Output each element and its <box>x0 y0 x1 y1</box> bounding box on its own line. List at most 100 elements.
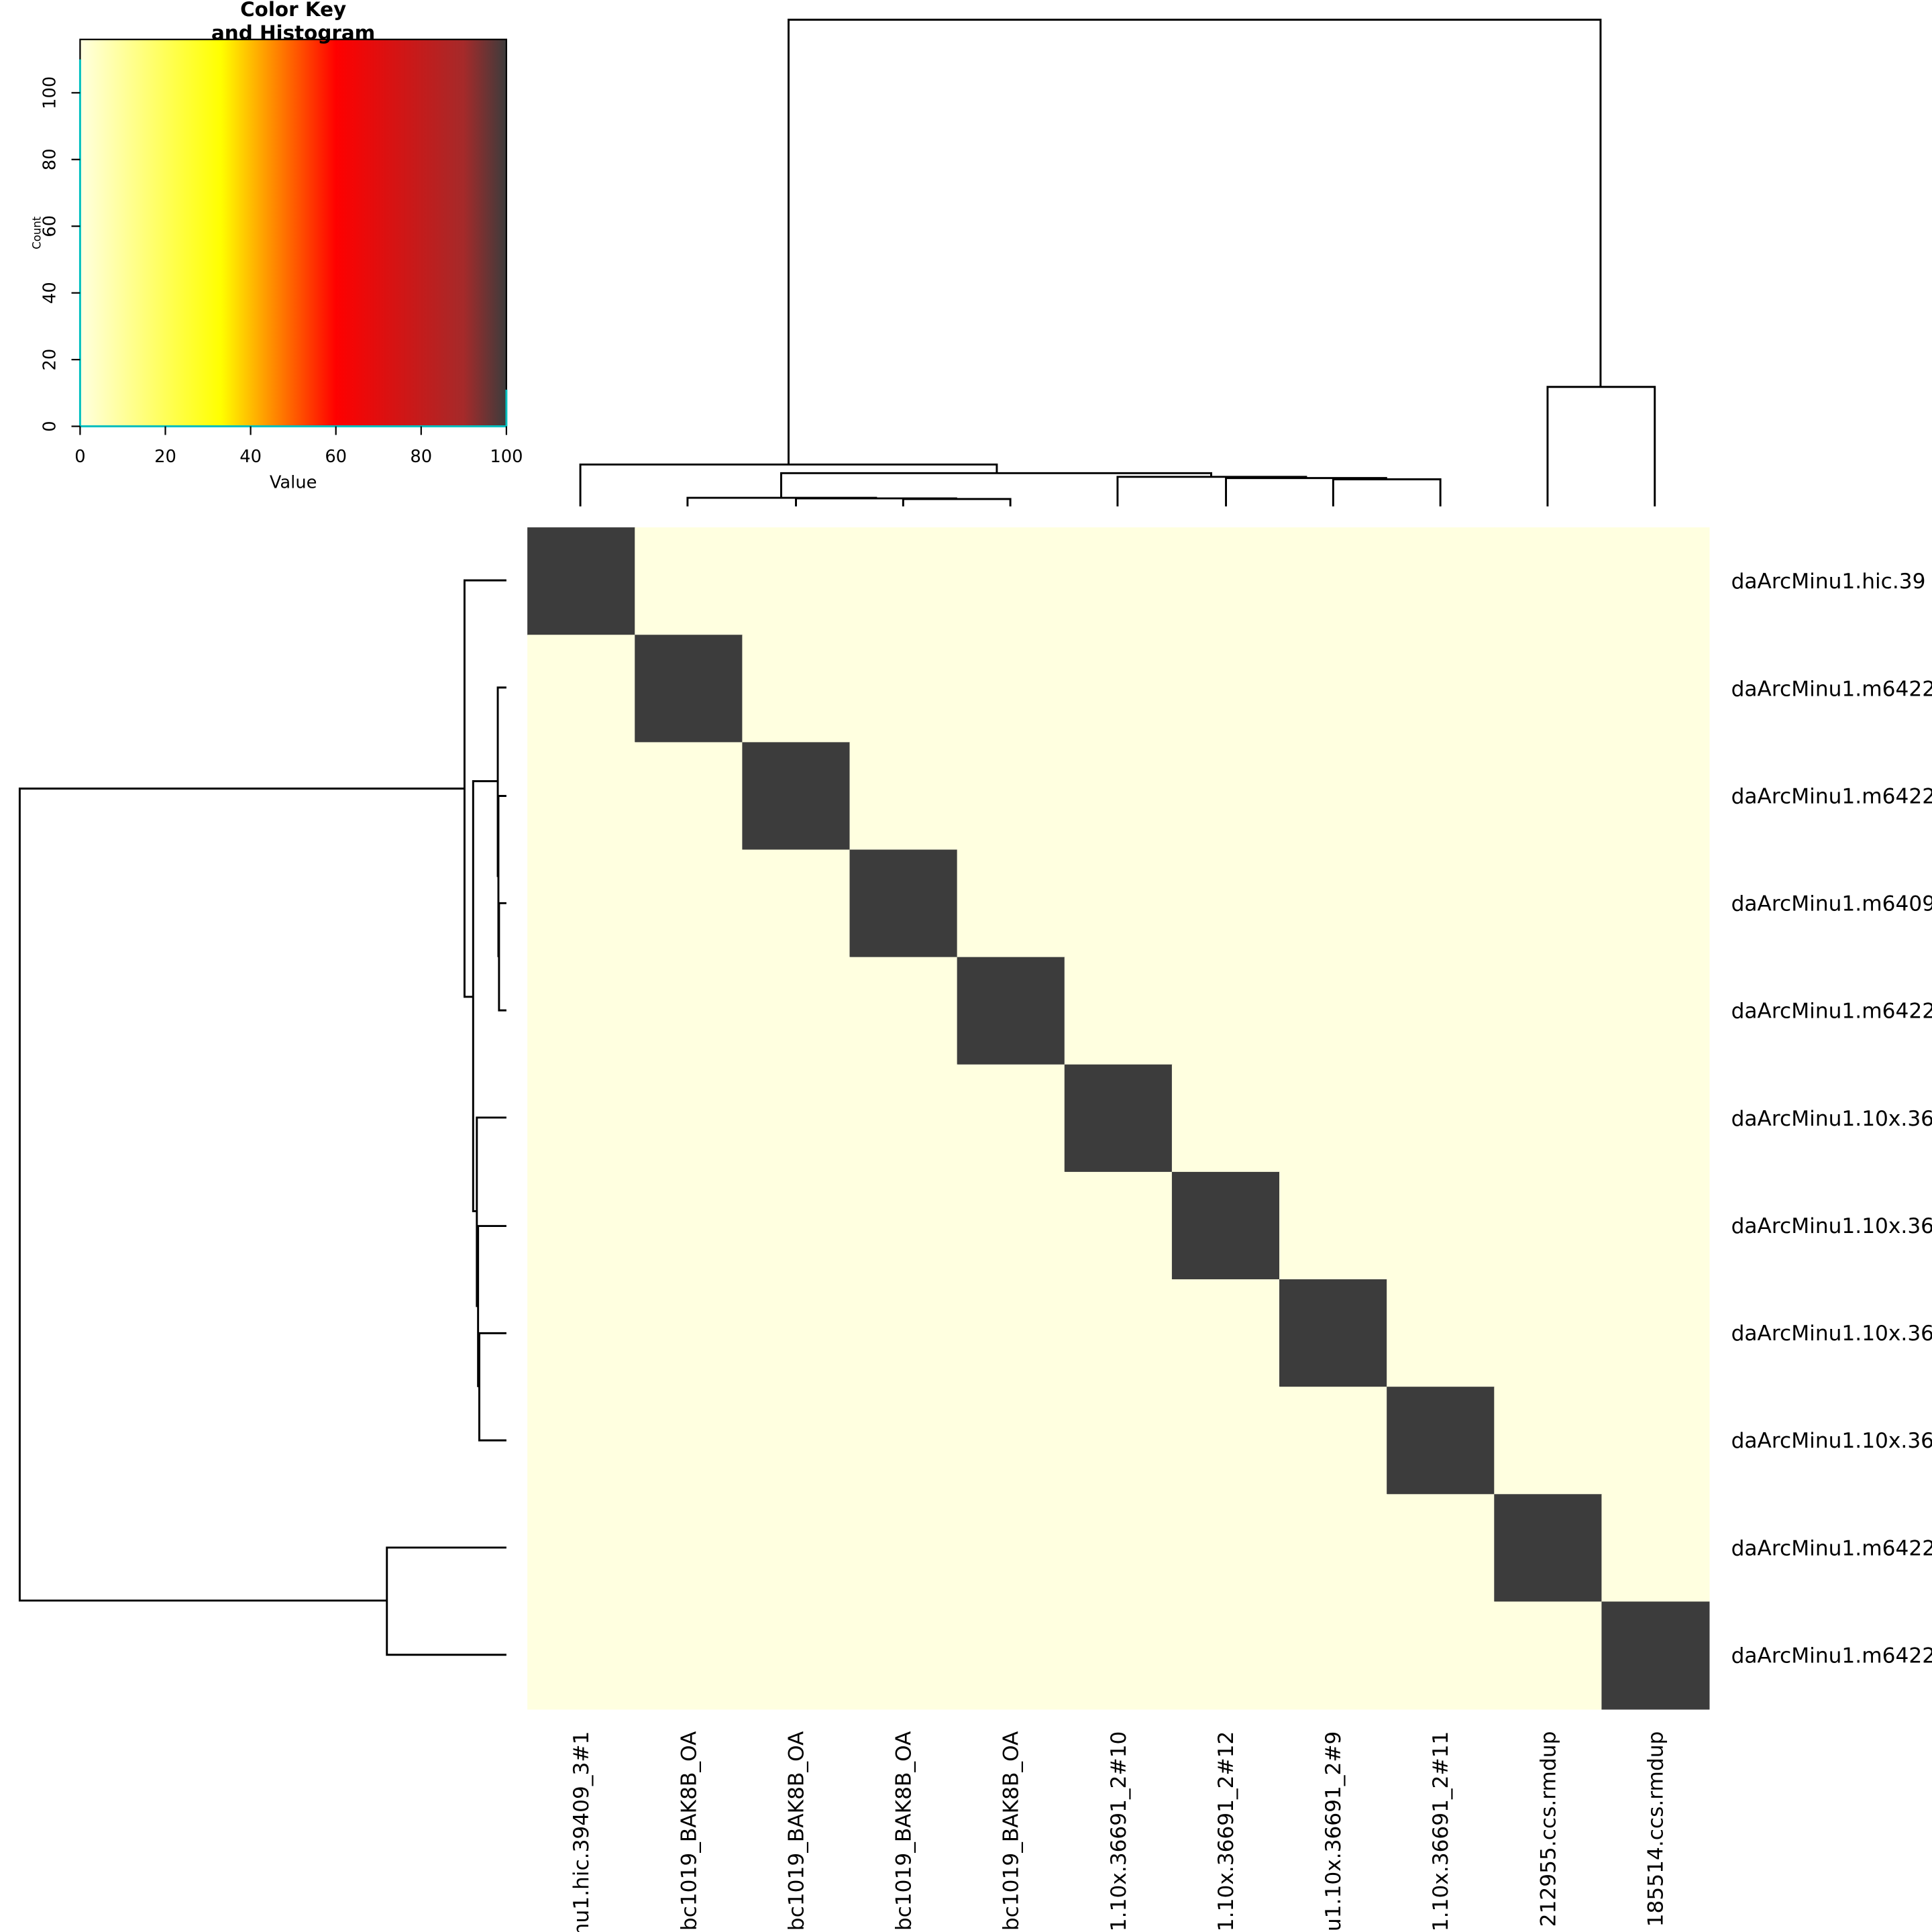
column-label: nu1.hic.39409_3#1 <box>570 1731 594 1932</box>
heatmap-cell <box>1387 1064 1495 1173</box>
heatmap-cell <box>849 635 958 743</box>
heatmap-cell <box>957 957 1065 1065</box>
heatmap-cell <box>742 527 851 636</box>
heatmap-cell <box>1601 635 1710 743</box>
heatmap-cell <box>957 1387 1065 1495</box>
heatmap-cell <box>849 1494 958 1603</box>
row-label: daArcMinu1.hic.39 <box>1731 570 1926 594</box>
y-tick-label: 60 <box>40 215 60 237</box>
column-label: 1.10x.36691_2#11 <box>1429 1731 1453 1932</box>
heatmap-cell <box>527 1064 636 1173</box>
y-axis-label: Count <box>31 216 44 250</box>
heatmap-cell <box>635 1064 743 1173</box>
heatmap-cell <box>527 1279 636 1388</box>
heatmap-cell <box>1601 849 1710 958</box>
heatmap-cell <box>1279 1064 1388 1173</box>
heatmap-cell <box>742 635 851 743</box>
heatmap-cell <box>957 1601 1065 1710</box>
heatmap-cell <box>635 1601 743 1710</box>
heatmap-cell <box>1601 1064 1710 1173</box>
x-tick-label: 40 <box>239 447 262 467</box>
key-title: and Histogram <box>211 21 375 44</box>
row-label: daArcMinu1.m6422 <box>1731 677 1932 701</box>
heatmap-cell <box>957 1064 1065 1173</box>
heatmap-cell <box>527 957 636 1065</box>
heatmap-cell <box>957 1494 1065 1603</box>
row-label: daArcMinu1.10x.36 <box>1731 1429 1932 1453</box>
column-label: bc1019_BAK8B_OA <box>677 1731 701 1931</box>
heatmap-cell <box>742 1601 851 1710</box>
heatmap-cell <box>1279 742 1388 851</box>
heatmap-cell <box>635 742 743 851</box>
heatmap-cell <box>1064 1171 1173 1280</box>
heatmap-cell <box>527 1387 636 1495</box>
heatmap-cell <box>1171 849 1280 958</box>
row-label: daArcMinu1.m6422 <box>1731 1644 1932 1668</box>
heatmap-cell <box>527 742 636 851</box>
heatmap-cell <box>1387 1494 1495 1603</box>
y-tick-label: 80 <box>40 148 60 170</box>
heatmap-cell <box>527 527 636 636</box>
heatmap-cell <box>849 1279 958 1388</box>
heatmap-cell <box>1171 1494 1280 1603</box>
heatmap-cell <box>1064 1064 1173 1173</box>
heatmap-cell <box>527 849 636 958</box>
heatmap-cell <box>1064 742 1173 851</box>
heatmap-cell <box>1601 1387 1710 1495</box>
column-label: u1.10x.36691_2#9 <box>1322 1731 1346 1931</box>
heatmap-cell <box>1387 1387 1495 1495</box>
heatmap-cell <box>1387 849 1495 958</box>
heatmap-cell <box>849 527 958 636</box>
column-label: bc1019_BAK8B_OA <box>1000 1731 1024 1931</box>
heatmap-cell <box>957 1279 1065 1388</box>
heatmap-cell <box>1494 1601 1603 1710</box>
heatmap-cell <box>1601 742 1710 851</box>
heatmap-cell <box>1387 635 1495 743</box>
heatmap-cell <box>1494 742 1603 851</box>
heatmap-cell <box>849 1171 958 1280</box>
heatmap-cell <box>742 1064 851 1173</box>
heatmap-cell <box>1171 742 1280 851</box>
key-title: Color Key <box>240 0 346 21</box>
column-label: 212955.ccs.rmdup <box>1536 1731 1560 1927</box>
x-tick-label: 80 <box>410 447 432 467</box>
heatmap-cell <box>1171 1601 1280 1710</box>
heatmap-cell <box>635 1171 743 1280</box>
row-label: daArcMinu1.m6422 <box>1731 1536 1932 1560</box>
heatmap-cell <box>1494 849 1603 958</box>
heatmap-cell <box>1601 1171 1710 1280</box>
heatmap-cell <box>527 635 636 743</box>
heatmap-cell <box>635 527 743 636</box>
heatmap-cell <box>527 1601 636 1710</box>
column-label: bc1019_BAK8B_OA <box>892 1731 916 1931</box>
color-key <box>79 38 507 427</box>
heatmap-cell <box>957 635 1065 743</box>
heatmap-cell <box>1279 635 1388 743</box>
heatmap-cell <box>1171 1387 1280 1495</box>
heatmap-cell <box>527 1494 636 1603</box>
heatmap-cell <box>635 1279 743 1388</box>
heatmap-cell <box>635 1387 743 1495</box>
heatmap-cell <box>635 957 743 1065</box>
heatmap-cell <box>742 1387 851 1495</box>
y-tick-label: 100 <box>40 76 60 109</box>
heatmap-cell <box>1387 527 1495 636</box>
x-tick-label: 0 <box>74 447 85 467</box>
heatmap-cell <box>1494 1171 1603 1280</box>
heatmap-cell <box>1279 527 1388 636</box>
heatmap-cell <box>1494 1387 1603 1495</box>
heatmap-cell <box>1064 635 1173 743</box>
row-label: daArcMinu1.m6422 <box>1731 1000 1932 1024</box>
column-dendrogram <box>579 18 1656 506</box>
heatmap-cell <box>742 742 851 851</box>
heatmap-cell <box>1387 1601 1495 1710</box>
heatmap-cell <box>1494 1064 1603 1173</box>
heatmap-cell <box>1494 635 1603 743</box>
heatmap-cell <box>1494 1279 1603 1388</box>
heatmap-cell <box>742 957 851 1065</box>
heatmap-cell <box>1279 957 1388 1065</box>
heatmap-cell <box>1279 1171 1388 1280</box>
heatmap-cell <box>1171 1171 1280 1280</box>
heatmap-cell <box>1279 1279 1388 1388</box>
heatmap-cell <box>1279 1387 1388 1495</box>
